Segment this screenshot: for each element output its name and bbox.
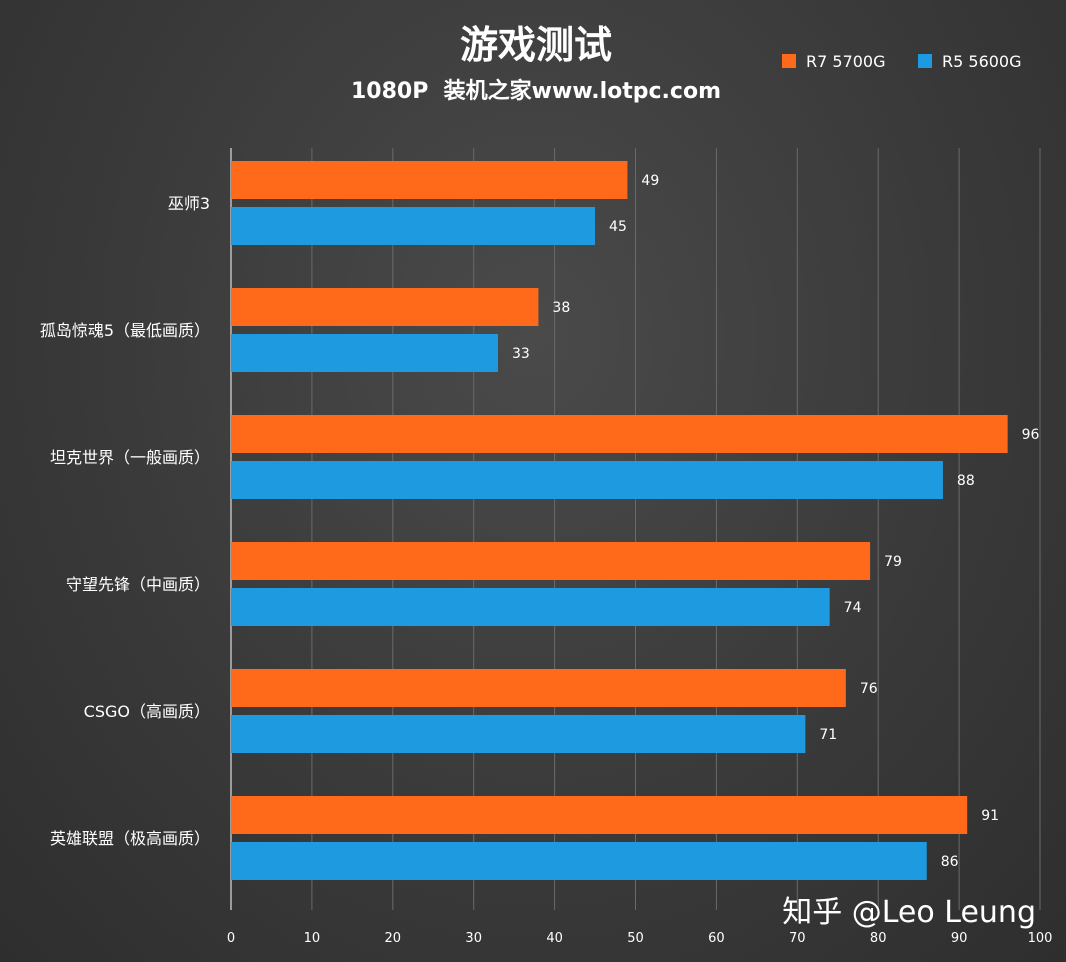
watermark: 知乎 @Leo Leung: [782, 895, 1036, 930]
bars: 49 45 38 33 96 88 79 74 76 71 91 86: [231, 161, 1040, 880]
bar: [231, 542, 871, 580]
x-tick-label: 80: [870, 931, 887, 946]
x-tick-label: 90: [951, 931, 968, 946]
bar: [231, 207, 596, 245]
chart-title: 游戏测试: [460, 23, 612, 67]
bar: [231, 842, 927, 880]
data-label: 86: [941, 854, 959, 870]
x-tick-labels: 0 10 20 30 40 50 60 70 80 90 100: [227, 931, 1053, 946]
x-tick-label: 60: [708, 931, 725, 946]
bar: [231, 588, 830, 626]
x-tick-label: 10: [304, 931, 321, 946]
bar: [231, 461, 943, 499]
x-tick-label: 0: [227, 931, 235, 946]
bar: [231, 715, 806, 753]
chart-subtitle: 1080P 装机之家www.lotpc.com: [351, 78, 721, 104]
category-label: 英雄联盟（极高画质）: [50, 829, 210, 848]
category-label: 守望先锋（中画质）: [66, 575, 210, 594]
data-label: 88: [957, 473, 975, 489]
x-tick-label: 30: [465, 931, 482, 946]
x-tick-label: 100: [1028, 931, 1053, 946]
category-label: 孤岛惊魂5（最低画质）: [40, 321, 210, 340]
bar: [231, 161, 628, 199]
category-label: CSGO（高画质）: [84, 702, 210, 721]
data-label: 74: [844, 600, 862, 616]
data-label: 38: [552, 300, 570, 316]
category-labels: 巫师3 孤岛惊魂5（最低画质） 坦克世界（一般画质） 守望先锋（中画质） CSGO（高画…: [40, 194, 210, 848]
legend: R7 5700G R5 5600G: [782, 52, 1022, 71]
data-label: 96: [1022, 427, 1040, 443]
bar: [231, 334, 498, 372]
legend-label: R5 5600G: [942, 52, 1022, 71]
data-label: 76: [860, 681, 878, 697]
gridlines: [230, 148, 1041, 910]
category-label: 巫师3: [168, 194, 210, 213]
legend-swatch: [782, 54, 796, 68]
legend-swatch: [918, 54, 932, 68]
data-label: 45: [609, 219, 627, 235]
legend-label: R7 5700G: [806, 52, 886, 71]
data-label: 91: [981, 808, 999, 824]
bar: [231, 796, 968, 834]
category-label: 坦克世界（一般画质）: [50, 448, 210, 467]
x-tick-label: 40: [546, 931, 563, 946]
data-label: 71: [819, 727, 837, 743]
data-label: 79: [884, 554, 902, 570]
x-tick-label: 70: [789, 931, 806, 946]
data-label: 33: [512, 346, 530, 362]
x-tick-label: 50: [627, 931, 644, 946]
x-tick-label: 20: [385, 931, 402, 946]
bar: [231, 415, 1008, 453]
data-label: 49: [641, 173, 659, 189]
bar: [231, 288, 539, 326]
bar: [231, 669, 846, 707]
